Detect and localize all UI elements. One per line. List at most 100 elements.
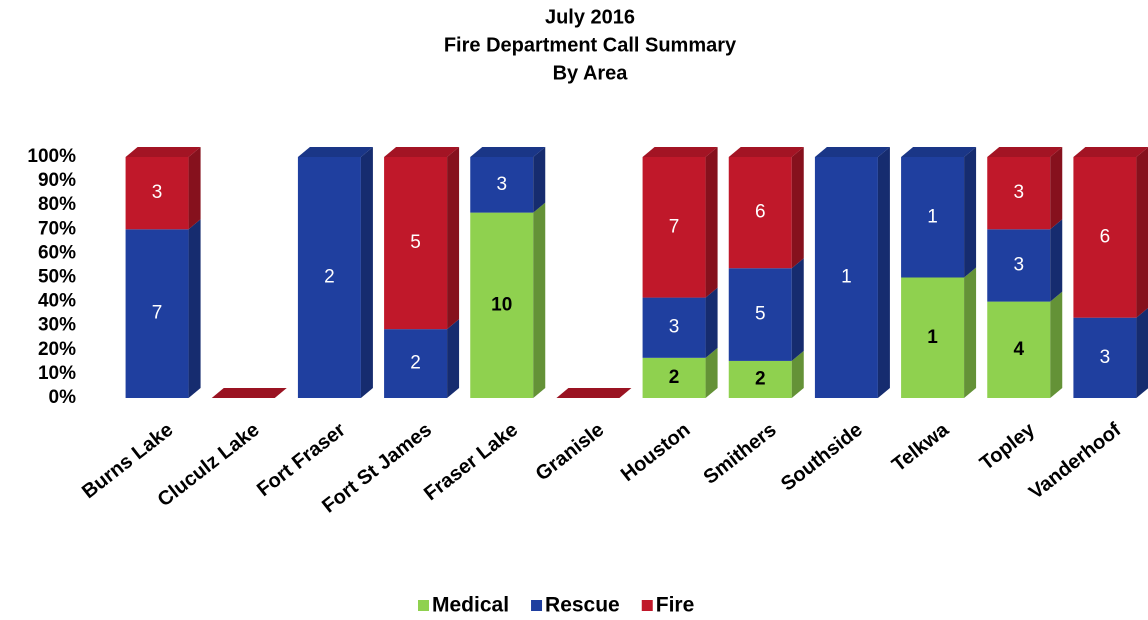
- y-tick-label: 100%: [27, 146, 76, 167]
- bar-segment-side: [360, 147, 373, 398]
- data-label: 4: [1013, 339, 1024, 360]
- bar-segment-side: [705, 287, 718, 358]
- bar-segment: [384, 329, 448, 398]
- bar-segment: [987, 157, 1051, 230]
- x-tick-label: Granisle: [532, 419, 609, 486]
- bar-segment-side: [964, 147, 977, 278]
- legend-label: Medical: [432, 594, 509, 617]
- y-tick-label: 90%: [38, 170, 76, 191]
- data-label: 5: [410, 232, 421, 253]
- legend-swatch: [641, 600, 653, 611]
- bar-segment: [814, 157, 878, 398]
- x-tick-label: Fraser Lake: [420, 419, 522, 505]
- empty-bar-floor: [211, 388, 287, 398]
- y-tick-label: 30%: [38, 315, 76, 336]
- data-label: 3: [152, 182, 163, 203]
- x-tick-label: Vanderhoof: [1025, 419, 1126, 504]
- bar-segment-side: [791, 350, 804, 398]
- bar-top: [987, 147, 1063, 157]
- y-tick-label: 20%: [38, 339, 76, 360]
- bar-top: [642, 147, 718, 157]
- bar-segment: [384, 157, 448, 330]
- bar-segment: [125, 229, 189, 398]
- bar-segment: [470, 157, 534, 213]
- data-label: 3: [1013, 254, 1024, 275]
- bar-segment-side: [188, 147, 201, 230]
- bar-segment: [1073, 317, 1137, 398]
- data-label: 5: [755, 304, 766, 325]
- data-label: 2: [324, 267, 335, 288]
- y-tick-label: 80%: [38, 194, 76, 215]
- data-label: 1: [927, 327, 938, 348]
- bar-segment: [642, 357, 706, 398]
- data-label: 3: [496, 174, 507, 195]
- y-tick-label: 40%: [38, 291, 76, 312]
- bar-segment-side: [533, 147, 546, 213]
- data-label: 2: [410, 353, 421, 374]
- bar-segment: [728, 268, 792, 361]
- bar-segment: [901, 277, 965, 398]
- legend: Medical Rescue Fire: [418, 594, 694, 617]
- bar-segment-side: [533, 202, 546, 398]
- y-tick-label: 0%: [49, 387, 77, 408]
- legend-label: Fire: [656, 594, 695, 617]
- legend-swatch: [531, 600, 543, 611]
- bar-segment-side: [1050, 219, 1063, 302]
- data-label: 6: [1100, 226, 1111, 247]
- y-tick-label: 70%: [38, 218, 76, 239]
- bar-segment-side: [188, 219, 201, 398]
- bar-segment-side: [705, 347, 718, 398]
- bar-segment: [642, 157, 706, 298]
- bar-segment: [297, 157, 361, 398]
- x-tick-label: Smithers: [700, 419, 781, 489]
- bar-segment: [728, 360, 792, 398]
- bar-top: [1073, 147, 1148, 157]
- bar-segment-side: [877, 147, 890, 398]
- bar-top: [728, 147, 804, 157]
- bar-segment-side: [1136, 147, 1148, 318]
- chart-title: July 2016: [545, 6, 635, 28]
- x-tick-label: Telkwa: [888, 418, 954, 476]
- bar-segment-side: [1136, 308, 1148, 398]
- chart-title: Fire Department Call Summary: [444, 34, 737, 56]
- legend-label: Rescue: [545, 594, 620, 617]
- data-label: 3: [669, 317, 680, 338]
- y-tick-label: 60%: [38, 242, 76, 263]
- bar-segment-side: [1050, 291, 1063, 398]
- data-label: 7: [669, 216, 680, 237]
- bar-segment: [987, 301, 1051, 398]
- data-label: 10: [491, 294, 512, 315]
- x-tick-label: Topley: [976, 418, 1040, 475]
- data-label: 2: [669, 367, 680, 388]
- bar-top: [384, 147, 460, 157]
- empty-bar-floor: [556, 388, 632, 398]
- bar-segment-side: [964, 267, 977, 398]
- bar-segment: [1073, 157, 1137, 318]
- data-label: 3: [1013, 182, 1024, 203]
- x-tick-label: Houston: [617, 419, 694, 486]
- bar-segment-side: [705, 147, 718, 298]
- y-tick-label: 50%: [38, 267, 76, 288]
- bar-segment-side: [1050, 147, 1063, 230]
- bar-top: [814, 147, 890, 157]
- chart-title: By Area: [553, 62, 629, 84]
- data-label: 3: [1100, 347, 1111, 368]
- bar-segment: [125, 157, 189, 230]
- legend-swatch: [418, 600, 429, 611]
- bar-segment-side: [791, 147, 804, 269]
- bar-segment-side: [447, 147, 460, 330]
- bar-segment: [728, 157, 792, 269]
- bar-segment: [987, 229, 1051, 302]
- data-label: 6: [755, 202, 766, 223]
- bar-top: [125, 147, 201, 157]
- data-label: 1: [927, 206, 938, 227]
- bar-segment: [642, 297, 706, 358]
- bar-segment: [901, 157, 965, 278]
- bar-segment: [470, 212, 534, 398]
- data-label: 7: [152, 303, 163, 324]
- bar-segment-side: [447, 319, 460, 398]
- y-tick-label: 10%: [38, 363, 76, 384]
- bar-segment-side: [791, 258, 804, 361]
- bar-top: [901, 147, 977, 157]
